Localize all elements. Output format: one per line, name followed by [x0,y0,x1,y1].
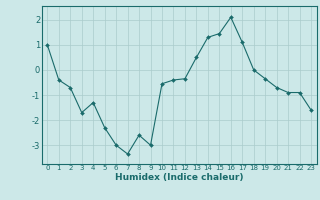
X-axis label: Humidex (Indice chaleur): Humidex (Indice chaleur) [115,173,244,182]
